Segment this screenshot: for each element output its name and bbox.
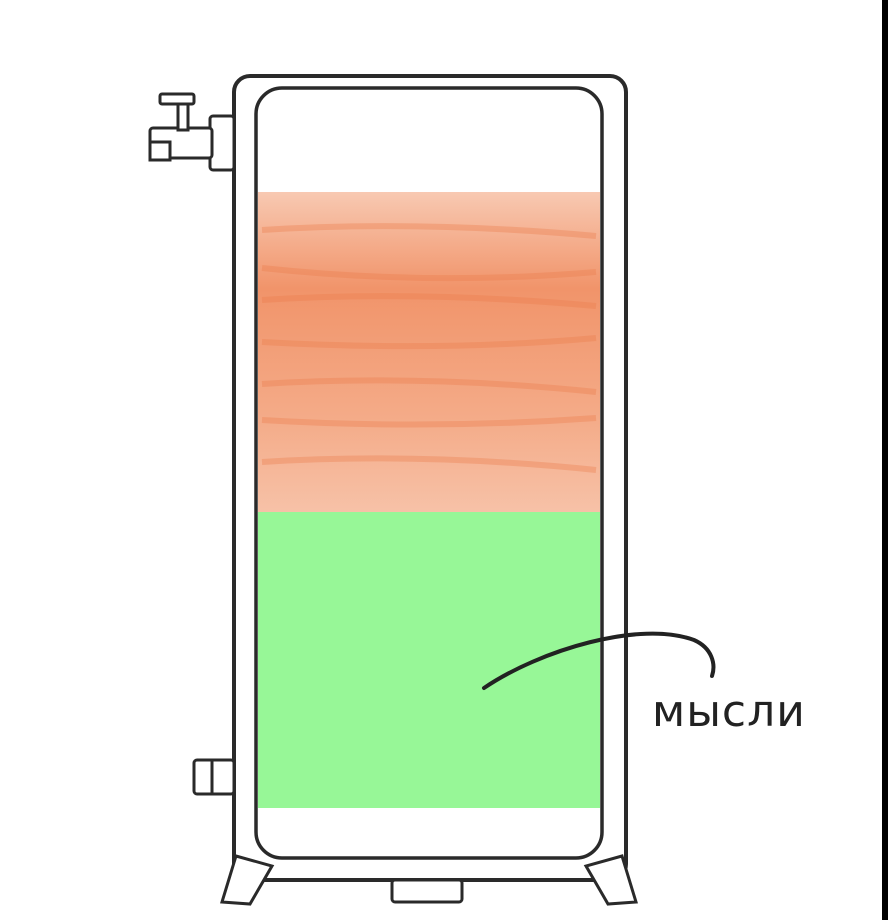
lower-layer: [258, 512, 600, 808]
upper-layer: [258, 192, 600, 514]
drain-pipe-icon: [192, 758, 236, 796]
right-frame-bar: [882, 0, 888, 920]
valve-icon: [148, 92, 236, 172]
annotation-label: мысли: [652, 686, 806, 737]
annotation-pointer: [482, 631, 716, 690]
tank-inner-wall: [254, 86, 604, 860]
support-leg-icon: [220, 854, 638, 906]
upper-layer-strokes: [261, 223, 597, 473]
